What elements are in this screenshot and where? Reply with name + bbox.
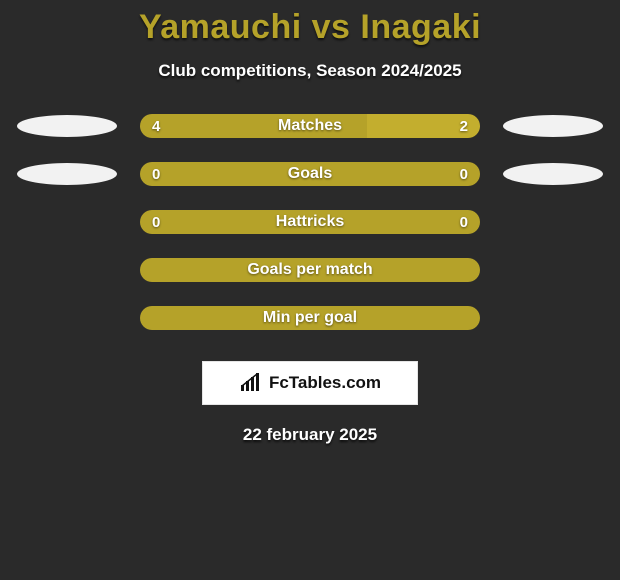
stat-bar: 4 2 Matches	[140, 114, 480, 138]
stat-label: Matches	[278, 117, 342, 135]
player-right-shape	[498, 209, 608, 235]
stat-row: 0 0 Hattricks	[0, 209, 620, 235]
stat-row: Goals per match	[0, 257, 620, 283]
player-left-shape	[12, 257, 122, 283]
stat-bar: Min per goal	[140, 306, 480, 330]
stat-label: Goals per match	[247, 261, 372, 279]
player-left-shape	[12, 113, 122, 139]
stat-bar-right: 2	[367, 114, 480, 138]
stat-bar-right: 0	[310, 162, 480, 186]
player-right-shape	[498, 305, 608, 331]
stat-rows: 4 2 Matches 0 0 Goals 0 0 Hattricks Goals per mat…	[0, 113, 620, 331]
stat-bar: Goals per match	[140, 258, 480, 282]
stat-bar-left: 0	[140, 162, 310, 186]
stat-value-right: 2	[460, 118, 468, 135]
stat-row: Min per goal	[0, 305, 620, 331]
stat-row: 4 2 Matches	[0, 113, 620, 139]
stat-value-left: 4	[152, 118, 160, 135]
player-right-shape	[498, 113, 608, 139]
stat-row: 0 0 Goals	[0, 161, 620, 187]
player-left-shape	[12, 209, 122, 235]
stat-label: Hattricks	[276, 213, 344, 231]
stat-value-left: 0	[152, 214, 160, 231]
stat-bar: 0 0 Goals	[140, 162, 480, 186]
stat-label: Goals	[288, 165, 332, 183]
logo-text: FcTables.com	[269, 373, 381, 393]
source-logo: FcTables.com	[202, 361, 418, 405]
comparison-card: Yamauchi vs Inagaki Club competitions, S…	[0, 0, 620, 445]
subtitle: Club competitions, Season 2024/2025	[0, 61, 620, 81]
stat-value-right: 0	[460, 166, 468, 183]
stat-label: Min per goal	[263, 309, 357, 327]
player-right-shape	[498, 161, 608, 187]
player-right-shape	[498, 257, 608, 283]
date-label: 22 february 2025	[0, 425, 620, 445]
bars-icon	[239, 373, 263, 393]
stat-value-right: 0	[460, 214, 468, 231]
player-left-shape	[12, 161, 122, 187]
stat-value-left: 0	[152, 166, 160, 183]
page-title: Yamauchi vs Inagaki	[0, 8, 620, 47]
stat-bar: 0 0 Hattricks	[140, 210, 480, 234]
player-left-shape	[12, 305, 122, 331]
